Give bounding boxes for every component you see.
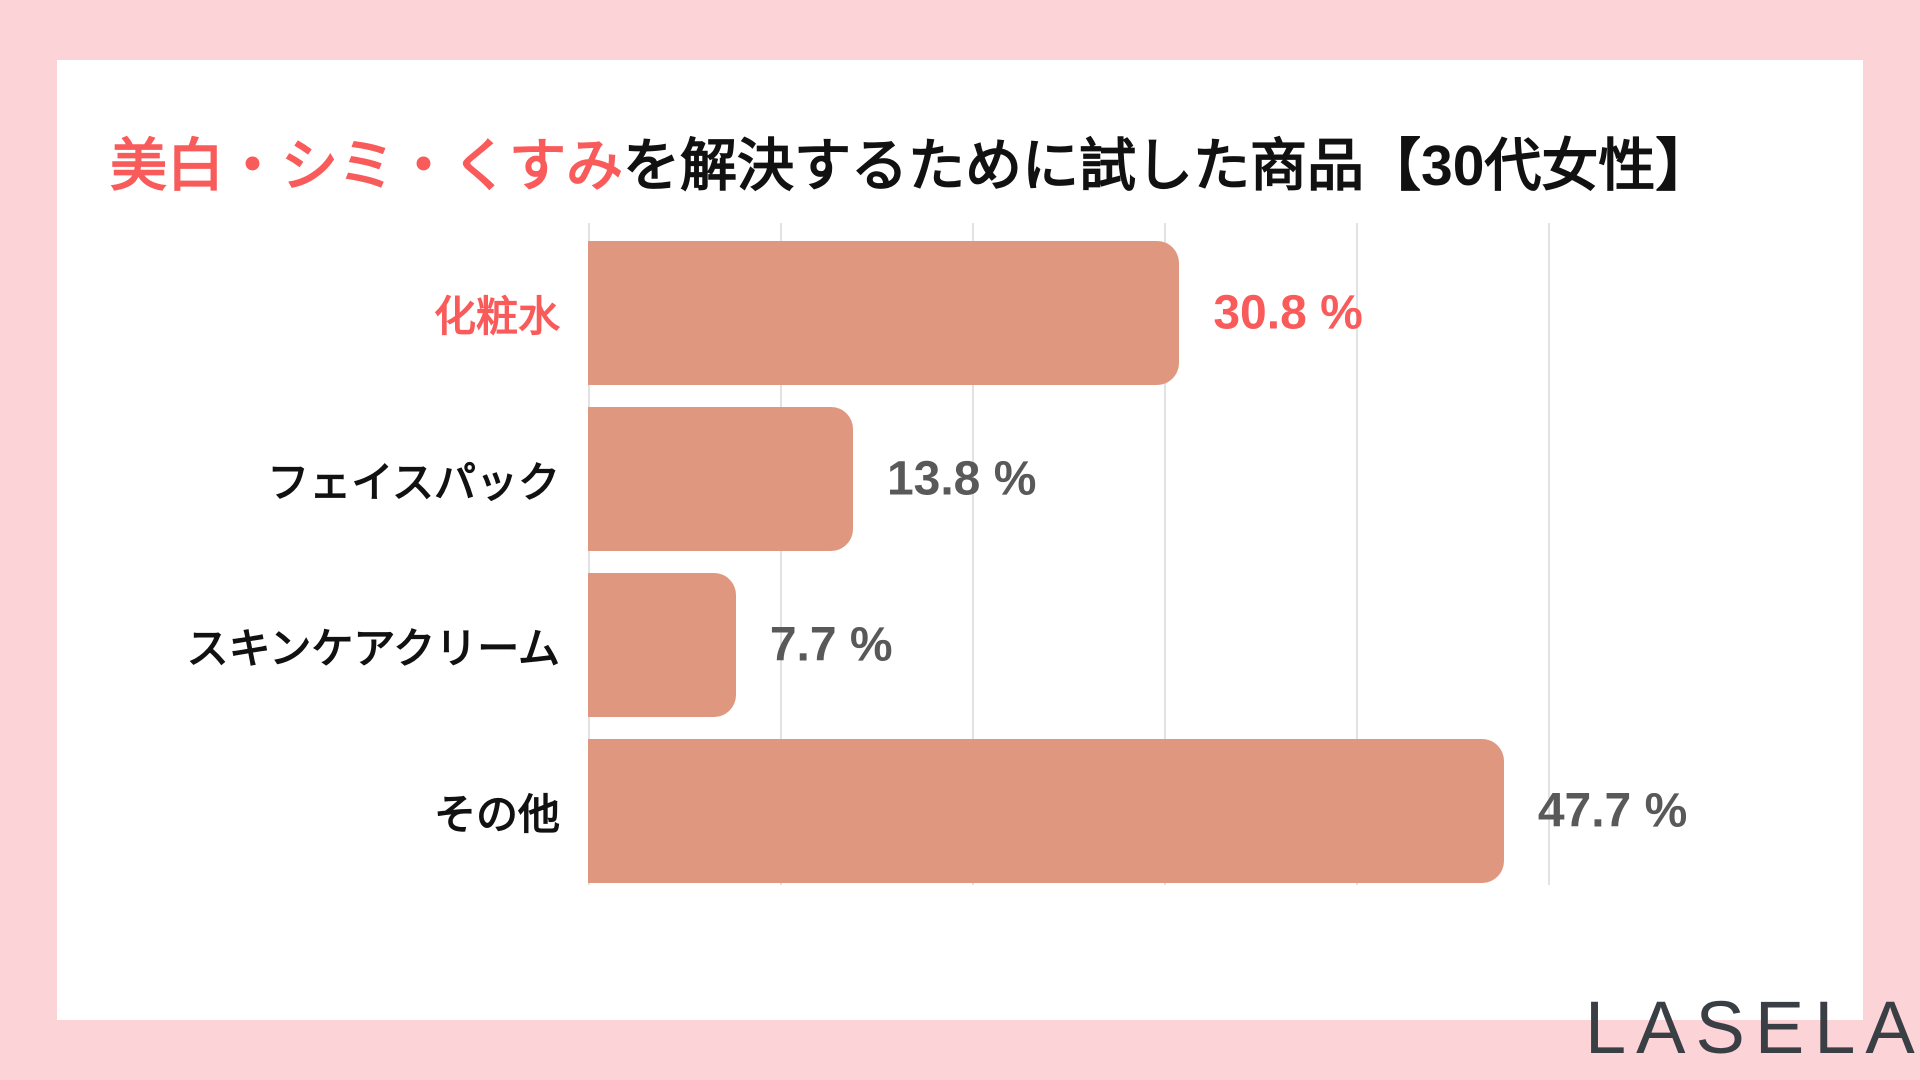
chart-title: 美白・シミ・くすみを解決するために試した商品【30代女性】: [110, 134, 1712, 200]
chart-title-highlight: 美白・シミ・くすみ: [110, 134, 623, 199]
chart-row: スキンケアクリーム 7.7 %: [57, 573, 1863, 717]
gridline-40-percent: [1356, 223, 1358, 885]
value-label: 47.7 %: [1537, 784, 1688, 838]
gridlines: [588, 223, 1553, 885]
value-label: 13.8 %: [886, 452, 1037, 506]
bar-chart: 化粧水 30.8 % フェイスパック 13.8 % スキンケアクリーム 7.7 % その他 4…: [57, 223, 1863, 951]
category-label: フェイスパック: [267, 458, 560, 506]
bar-track: 13.8 %: [588, 407, 1863, 551]
chart-row: 化粧水 30.8 %: [57, 241, 1863, 385]
bar-track: 30.8 %: [588, 241, 1863, 385]
gridline-10-percent: [780, 223, 782, 885]
chart-title-rest: を解決するために試した商品【30代女性】: [623, 134, 1713, 199]
bar: [588, 241, 1180, 385]
bar-track: 7.7 %: [588, 573, 1863, 717]
value-label: 30.8 %: [1213, 286, 1363, 340]
chart-row: その他 47.7 %: [57, 739, 1863, 883]
bar: [588, 739, 1504, 883]
category-label: スキンケアクリーム: [186, 624, 560, 672]
brand-logo: LASELA: [1585, 986, 1920, 1069]
category-label: 化粧水: [433, 292, 560, 340]
bar: [588, 573, 736, 717]
chart-row: フェイスパック 13.8 %: [57, 407, 1863, 551]
gridline-30-percent: [1164, 223, 1166, 885]
chart-rows: 化粧水 30.8 % フェイスパック 13.8 % スキンケアクリーム 7.7 % その他 4…: [57, 241, 1863, 883]
gridline-0-percent: [588, 223, 590, 885]
category-label: その他: [433, 790, 560, 838]
value-label: 7.7 %: [769, 618, 893, 672]
gridline-20-percent: [972, 223, 974, 885]
gridline-50-percent: [1548, 223, 1550, 885]
chart-card: 美白・シミ・くすみを解決するために試した商品【30代女性】 化粧水 30.8 % フ…: [57, 60, 1915, 1069]
bar: [588, 407, 853, 551]
bar-track: 47.7 %: [588, 739, 1863, 883]
